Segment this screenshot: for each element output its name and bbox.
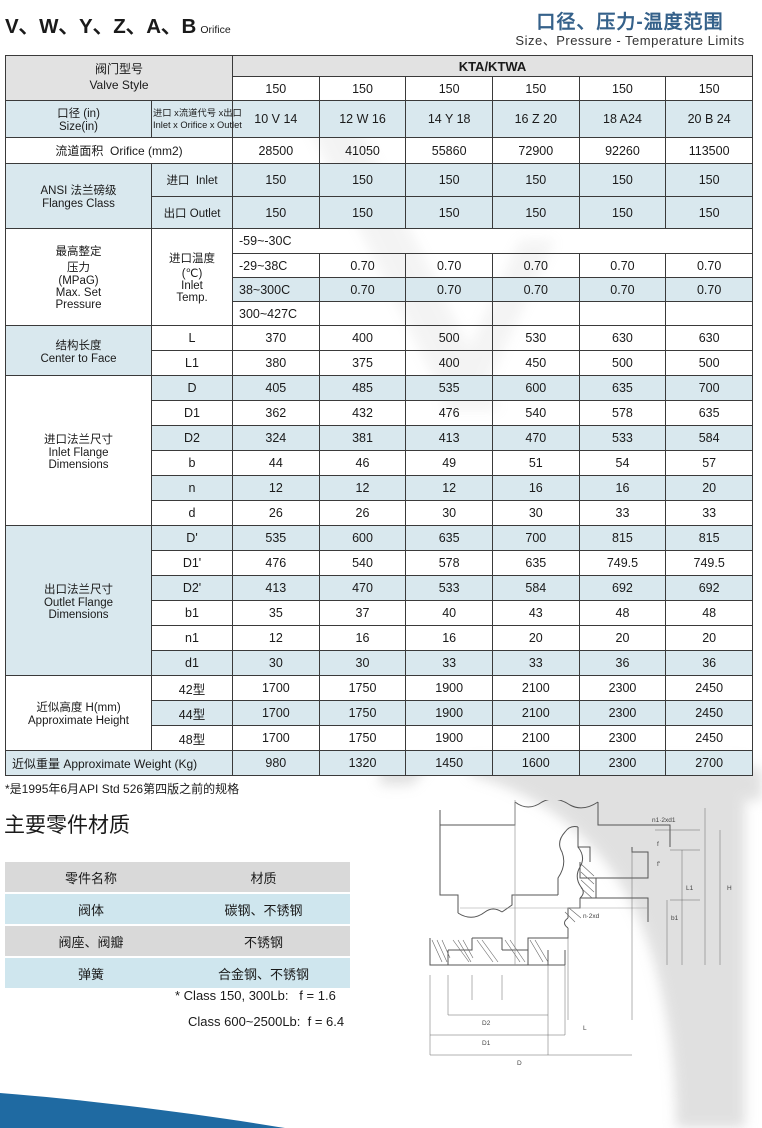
svg-text:f': f' (657, 861, 660, 868)
svg-text:L1: L1 (686, 885, 694, 892)
svg-text:L: L (583, 1025, 587, 1032)
svg-text:n1·2xd1: n1·2xd1 (652, 817, 676, 824)
svg-text:n·2xd: n·2xd (583, 913, 600, 920)
svg-text:f: f (657, 841, 659, 848)
svg-text:H: H (727, 885, 732, 892)
svg-text:b1: b1 (671, 915, 679, 922)
svg-text:D2: D2 (482, 1020, 491, 1027)
svg-text:D: D (517, 1060, 522, 1067)
svg-text:D1: D1 (482, 1040, 491, 1047)
